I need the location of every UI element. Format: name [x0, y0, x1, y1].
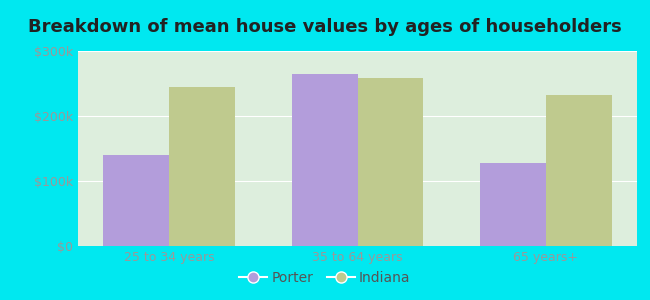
Bar	[103, 155, 169, 246]
Bar	[546, 95, 612, 246]
Bar	[169, 87, 235, 246]
Bar	[292, 74, 358, 246]
Bar	[358, 78, 423, 246]
Legend: Porter, Indiana: Porter, Indiana	[234, 265, 416, 290]
Text: Breakdown of mean house values by ages of householders: Breakdown of mean house values by ages o…	[28, 18, 622, 36]
Bar	[480, 163, 546, 246]
